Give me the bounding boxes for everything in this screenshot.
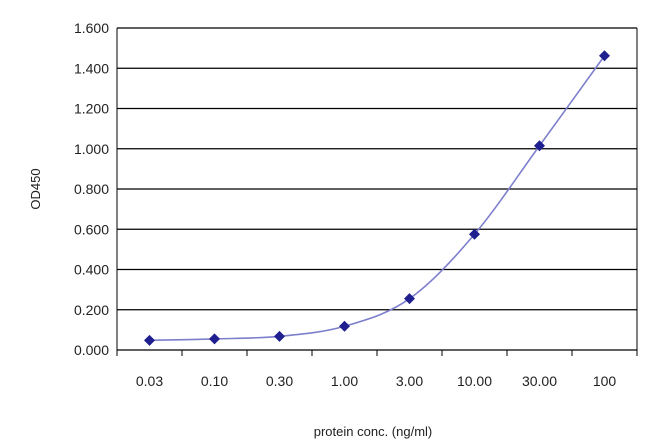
x-tick-label: 1.00: [331, 373, 358, 389]
data-points: [144, 50, 610, 346]
data-point-1: [209, 333, 220, 345]
x-tick-label: 100: [593, 373, 617, 389]
x-tick-label: 0.10: [201, 373, 228, 389]
data-point-5: [469, 228, 480, 240]
x-tick-label: 0.03: [136, 373, 163, 389]
gridlines: [116, 27, 638, 356]
x-tick-label: 10.00: [457, 373, 492, 389]
y-axis-label: OD450: [28, 168, 43, 209]
y-tick-label: 1.600: [74, 20, 109, 36]
x-tick-label: 30.00: [522, 373, 557, 389]
data-point-4: [404, 293, 415, 305]
data-point-6: [534, 140, 545, 152]
x-tick-labels: 0.03 0.10 0.30 1.00 3.00 10.00 30.00 100: [136, 373, 617, 389]
x-tick-label: 0.30: [266, 373, 293, 389]
y-tick-label: 0.400: [74, 262, 109, 278]
data-point-3: [339, 320, 350, 332]
x-axis-label: protein conc. (ng/ml): [314, 424, 433, 439]
y-tick-label: 0.200: [74, 302, 109, 318]
y-tick-label: 0.600: [74, 221, 109, 237]
y-tick-labels: 0.000 0.200 0.400 0.600 0.800 1.000 1.200 1.400…: [74, 20, 109, 358]
y-tick-label: 1.400: [74, 60, 109, 76]
y-tick-label: 0.800: [74, 181, 109, 197]
data-point-0: [144, 334, 155, 346]
data-point-2: [274, 330, 285, 342]
y-tick-label: 0.000: [74, 342, 109, 358]
y-tick-label: 1.000: [74, 141, 109, 157]
y-tick-label: 1.200: [74, 101, 109, 117]
data-point-7: [599, 50, 610, 62]
x-tick-label: 3.00: [396, 373, 423, 389]
